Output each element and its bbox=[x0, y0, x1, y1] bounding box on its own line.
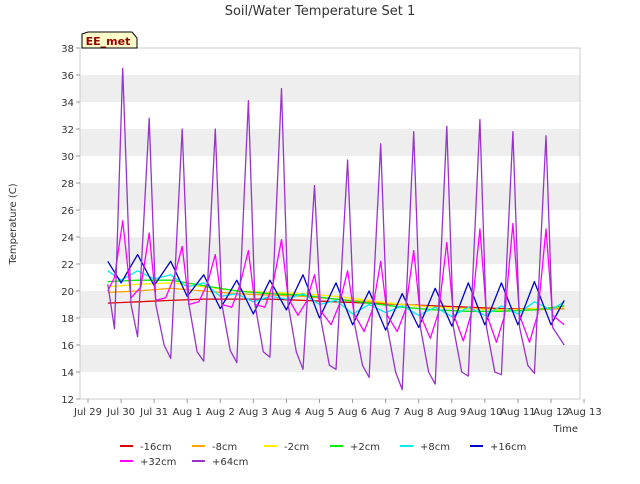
plot-area-frame bbox=[79, 47, 581, 400]
grid-band bbox=[80, 129, 580, 156]
legend-label: +16cm bbox=[490, 442, 526, 453]
y-tick-label: 12 bbox=[61, 395, 74, 406]
x-tick-label: Aug 13 bbox=[566, 407, 601, 418]
station-label: EE_met bbox=[86, 35, 131, 48]
y-tick-label: 30 bbox=[61, 152, 74, 163]
legend-label: +64cm bbox=[212, 457, 248, 468]
series-line-minus16cm bbox=[107, 298, 565, 310]
x-axis: Jul 29 Jul 30 Jul 31 Aug 1 Aug 2 Aug 3 Aug 4 Au… bbox=[73, 399, 602, 418]
y-axis-label: Temperature (C) bbox=[8, 183, 19, 265]
legend: -16cm -8cm -2cm +2cm +8cm +16cm +32cm +64cm bbox=[120, 442, 526, 468]
x-axis-label: Time bbox=[553, 424, 578, 435]
x-tick-label: Aug 8 bbox=[404, 407, 433, 418]
y-tick-label: 32 bbox=[61, 125, 74, 136]
y-tick-label: 34 bbox=[61, 98, 74, 109]
station-label-box-shape bbox=[81, 31, 138, 49]
y-tick-label: 24 bbox=[61, 233, 74, 244]
x-tick-label: Jul 30 bbox=[106, 407, 135, 418]
grid-band bbox=[80, 318, 580, 345]
x-tick-label: Aug 5 bbox=[305, 407, 334, 418]
grid-band bbox=[80, 102, 580, 129]
x-tick-label: Aug 3 bbox=[239, 407, 268, 418]
y-tick-label: 20 bbox=[61, 287, 74, 298]
y-tick-label: 18 bbox=[61, 314, 74, 325]
series-lines bbox=[107, 67, 565, 391]
grid-band bbox=[80, 156, 580, 183]
grid-band bbox=[80, 264, 580, 291]
grid-band bbox=[80, 75, 580, 102]
y-tick-label: 16 bbox=[61, 341, 74, 352]
series-line-plus64cm bbox=[107, 67, 565, 391]
grid-band bbox=[80, 183, 580, 210]
y-tick-label: 28 bbox=[61, 179, 74, 190]
x-tick-label: Jul 29 bbox=[73, 407, 102, 418]
series-line-plus16cm bbox=[107, 253, 565, 331]
x-tick-label: Aug 9 bbox=[437, 407, 466, 418]
legend-label: +2cm bbox=[350, 442, 380, 453]
station-label-box: EE_met bbox=[81, 31, 138, 49]
x-tick-label: Aug 7 bbox=[371, 407, 400, 418]
y-tick-label: 22 bbox=[61, 260, 74, 271]
legend-label: +32cm bbox=[140, 457, 176, 468]
legend-label: -2cm bbox=[284, 442, 309, 453]
grid-band bbox=[80, 372, 580, 399]
x-tick-label: Aug 6 bbox=[338, 407, 367, 418]
grid-band bbox=[80, 210, 580, 237]
y-tick-label: 26 bbox=[61, 206, 74, 217]
y-tick-label: 38 bbox=[61, 44, 74, 55]
y-tick-label: 14 bbox=[61, 368, 74, 379]
y-tick-label: 36 bbox=[61, 71, 74, 82]
legend-label: -8cm bbox=[212, 442, 237, 453]
x-tick-label: Aug 12 bbox=[533, 407, 568, 418]
legend-label: +8cm bbox=[420, 442, 450, 453]
x-tick-label: Aug 4 bbox=[272, 407, 301, 418]
chart-title: Soil/Water Temperature Set 1 bbox=[225, 4, 416, 19]
plot-bands bbox=[80, 48, 580, 399]
x-tick-label: Aug 11 bbox=[500, 407, 535, 418]
grid-band bbox=[80, 237, 580, 264]
grid-band bbox=[80, 48, 580, 75]
x-tick-label: Aug 2 bbox=[206, 407, 235, 418]
y-axis: 12 14 16 18 20 22 24 26 28 30 32 34 36 38 bbox=[61, 44, 80, 406]
x-tick-label: Aug 1 bbox=[173, 407, 202, 418]
legend-label: -16cm bbox=[140, 442, 172, 453]
grid-band bbox=[80, 345, 580, 372]
x-tick-label: Jul 31 bbox=[139, 407, 168, 418]
x-tick-label: Aug 10 bbox=[467, 407, 502, 418]
